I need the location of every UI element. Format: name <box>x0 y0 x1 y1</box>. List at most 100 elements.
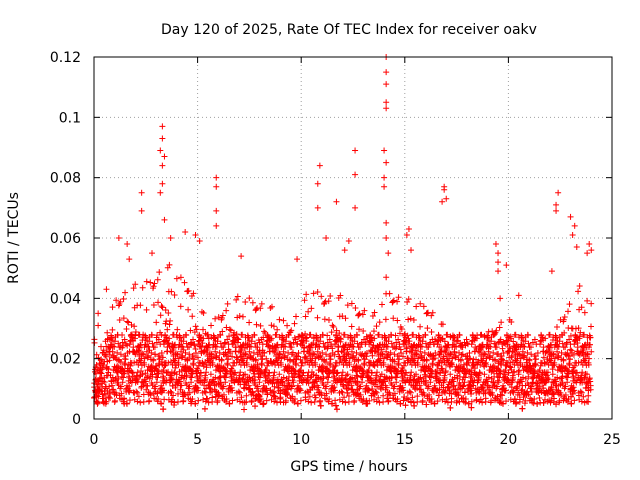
roti-point <box>326 336 333 343</box>
roti-point <box>231 329 238 336</box>
roti-point <box>573 334 580 341</box>
roti-point <box>106 351 113 358</box>
roti-point <box>263 385 270 392</box>
roti-point <box>325 367 332 374</box>
roti-point <box>251 332 258 339</box>
roti-point <box>562 392 569 399</box>
roti-point <box>114 369 121 376</box>
roti-point <box>498 356 505 363</box>
roti-point <box>354 390 361 397</box>
roti-point <box>417 374 424 381</box>
roti-point <box>317 353 324 360</box>
roti-point <box>563 374 570 381</box>
roti-point <box>536 394 543 401</box>
roti-point <box>408 369 415 376</box>
roti-point <box>325 374 332 381</box>
roti-point <box>271 369 278 376</box>
roti-point <box>360 396 367 403</box>
roti-point <box>515 371 522 378</box>
roti-point <box>374 383 381 390</box>
roti-point <box>586 355 593 362</box>
roti-point <box>204 344 211 351</box>
roti-point <box>333 406 340 413</box>
roti-point <box>274 326 281 333</box>
roti-point <box>95 310 102 317</box>
roti-point <box>250 349 257 356</box>
roti-point <box>114 349 121 356</box>
roti-point <box>381 183 388 190</box>
roti-point <box>528 351 535 358</box>
roti-point <box>374 369 381 376</box>
roti-point <box>385 250 392 257</box>
roti-point <box>307 386 314 393</box>
roti-point <box>229 353 236 360</box>
roti-point <box>186 351 193 358</box>
roti-point <box>302 330 309 337</box>
roti-point <box>325 398 332 405</box>
roti-point <box>261 349 268 356</box>
roti-point <box>301 297 308 304</box>
roti-point <box>405 335 412 342</box>
roti-point <box>134 369 141 376</box>
roti-point <box>428 367 435 374</box>
roti-point <box>326 396 333 403</box>
roti-point <box>383 274 390 281</box>
roti-point <box>250 363 257 370</box>
roti-point <box>136 344 143 351</box>
roti-point <box>512 400 519 407</box>
y-tick-label: 0.02 <box>50 352 81 368</box>
roti-point <box>179 352 186 359</box>
roti-point <box>285 332 292 339</box>
roti-point <box>410 331 417 338</box>
roti-point <box>193 326 200 333</box>
roti-point <box>115 235 122 241</box>
roti-point <box>171 370 178 377</box>
roti-point <box>292 336 299 343</box>
roti-point <box>277 351 284 358</box>
roti-point <box>510 374 517 381</box>
roti-point <box>413 303 420 310</box>
roti-point <box>509 377 516 384</box>
roti-point <box>305 380 312 387</box>
roti-point <box>444 384 451 391</box>
roti-point <box>571 397 578 404</box>
roti-point <box>383 343 390 350</box>
roti-point <box>358 374 365 381</box>
roti-point <box>180 338 187 345</box>
roti-point <box>390 297 397 304</box>
roti-point <box>574 344 581 351</box>
roti-point <box>223 307 230 314</box>
roti-point <box>248 397 255 404</box>
roti-point <box>252 403 259 410</box>
roti-point <box>425 344 432 351</box>
roti-point <box>222 367 229 374</box>
roti-point <box>277 395 284 402</box>
roti-point <box>296 368 303 375</box>
roti-point <box>353 363 360 370</box>
roti-point <box>383 384 390 391</box>
roti-point <box>337 292 344 299</box>
roti-point <box>224 336 231 343</box>
roti-point <box>569 231 576 238</box>
roti-point <box>224 361 231 368</box>
roti-point <box>185 306 192 313</box>
roti-point <box>588 300 595 307</box>
y-tick-label: 0.04 <box>50 291 81 307</box>
roti-point <box>95 393 102 400</box>
roti-point <box>467 355 474 362</box>
roti-point <box>94 399 101 406</box>
roti-point <box>548 268 555 275</box>
roti-point <box>233 331 240 338</box>
roti-point <box>448 351 455 358</box>
roti-point <box>421 363 428 370</box>
roti-point <box>194 354 201 361</box>
roti-point <box>173 350 180 357</box>
roti-point <box>254 344 261 351</box>
roti-point <box>317 338 324 345</box>
roti-point <box>107 390 114 397</box>
roti-point <box>391 358 398 365</box>
roti-point <box>390 395 397 402</box>
roti-point <box>371 362 378 369</box>
roti-point <box>159 304 166 311</box>
roti-point <box>265 373 272 380</box>
